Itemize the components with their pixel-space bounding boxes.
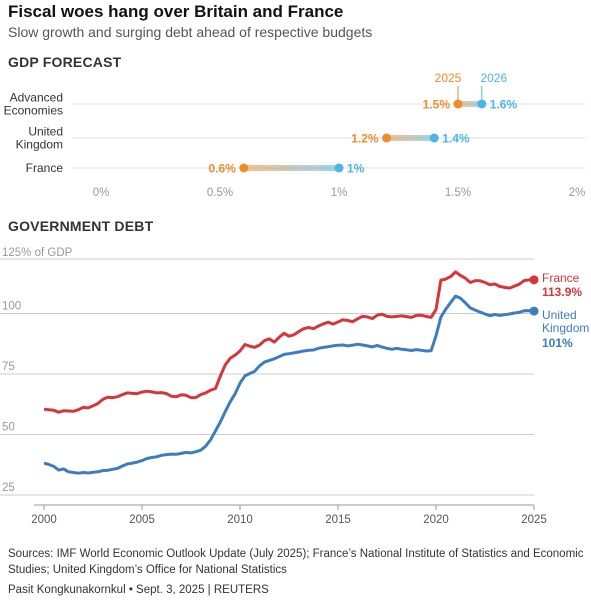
gdp-category-label-line: Kingdom (16, 138, 63, 152)
debt-y-axis-label: 125% of GDP (2, 247, 73, 259)
gdp-x-tick-label: 1.5% (445, 187, 471, 199)
gdp-category-label-line: France (26, 161, 64, 175)
gdp-dot-2026 (429, 133, 439, 143)
legend-2025: 2025 (435, 71, 462, 85)
gdp-dot-2025 (382, 133, 392, 143)
gdp-dot-2025 (453, 99, 463, 109)
gdp-category-label: France (26, 161, 64, 175)
uk-series-label-line: United (542, 308, 577, 322)
debt-x-tick-label: 2005 (129, 514, 155, 526)
sources-note: Sources: IMF World Economic Outlook Upda… (8, 548, 584, 576)
uk-series-label: United Kingdom (542, 308, 589, 335)
gdp-dot-2025 (239, 163, 249, 173)
france-series-label: France (542, 271, 580, 285)
gdp-value-label-2025: 0.6% (208, 162, 236, 176)
debt-x-tick-label: 2025 (521, 514, 547, 526)
gdp-category-label-line: Advanced (10, 91, 63, 105)
gdp-x-tick-label: 2% (569, 187, 586, 199)
debt-y-tick-label: 75 (2, 361, 15, 373)
gdp-value-label-2026: 1.4% (442, 132, 470, 146)
gdp-category-label-line: United (28, 125, 63, 139)
gdp-forecast-heading: GDP FORECAST (8, 54, 122, 70)
gdp-dot-2026 (334, 163, 344, 173)
gdp-forecast-chart: 0% 0.5% 1% 1.5% 2% 2025 2026 Advanced Economies 1… (4, 71, 586, 199)
uk-end-value-label: 101% (542, 336, 573, 350)
gdp-category-label-line: Economies (4, 104, 63, 118)
france-end-value-label: 113.9% (542, 285, 582, 299)
gdp-category-label: United Kingdom (16, 125, 63, 152)
france-end-dot (529, 275, 539, 285)
government-debt-chart: 125% of GDP 25 50 75 100 2000 2005 2010 2015 2020… (0, 247, 589, 526)
legend-2026: 2026 (480, 71, 507, 85)
debt-y-tick-label: 25 (2, 482, 15, 494)
gdp-category-label: Advanced Economies (4, 91, 63, 118)
gdp-dumbbell-bar (386, 135, 435, 141)
debt-y-tick-label: 50 (2, 422, 15, 434)
gdp-dot-2026 (477, 99, 487, 109)
government-debt-heading: GOVERNMENT DEBT (8, 218, 154, 234)
gdp-x-tick-label: 0.5% (207, 187, 233, 199)
debt-x-tick-label: 2010 (227, 514, 253, 526)
chart-title: Fiscal woes hang over Britain and France (8, 2, 344, 21)
byline: Pasit Kongkunakornkul • Sept. 3, 2025 | … (8, 584, 269, 596)
debt-x-tick-label: 2015 (325, 514, 351, 526)
gdp-value-label-2026: 1.6% (490, 98, 518, 112)
chart-subtitle: Slow growth and surging debt ahead of re… (8, 24, 373, 40)
gdp-dumbbell-bar (458, 101, 482, 107)
gdp-value-label-2025: 1.5% (423, 98, 451, 112)
gdp-value-label-2026: 1% (347, 162, 365, 176)
gdp-x-tick-label: 0% (93, 187, 110, 199)
uk-debt-line (43, 294, 535, 475)
debt-x-tick-label: 2020 (423, 514, 449, 526)
gdp-x-tick-label: 1% (331, 187, 348, 199)
france-debt-line (43, 270, 534, 414)
uk-series-label-line: Kingdom (542, 321, 589, 335)
uk-end-dot (529, 306, 539, 316)
debt-x-tick-label: 2000 (31, 514, 57, 526)
gdp-dumbbell-bar (243, 165, 339, 171)
debt-y-tick-label: 100 (2, 301, 21, 313)
gdp-value-label-2025: 1.2% (351, 132, 379, 146)
